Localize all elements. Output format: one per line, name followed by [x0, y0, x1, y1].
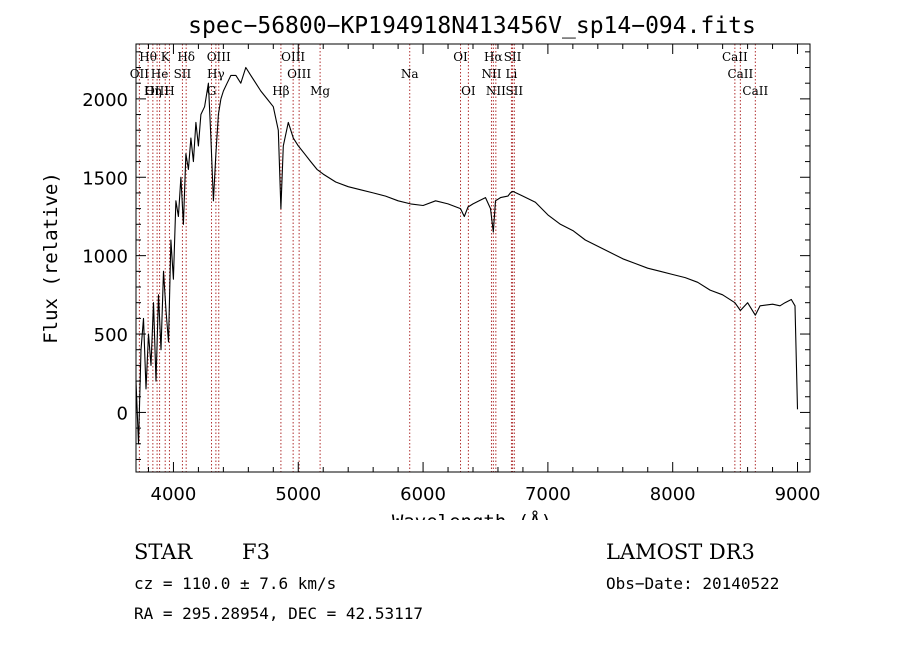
- spectral-line-label: CaII: [727, 67, 753, 81]
- spectral-line-label: OIII: [287, 67, 311, 81]
- spectral-line-label: SII: [174, 67, 192, 81]
- spectral-line-label: Hβ: [272, 84, 289, 98]
- object-class: STAR: [134, 540, 193, 564]
- spectral-line-label: Hθ: [139, 50, 157, 64]
- spectral-line-label: G: [207, 84, 217, 98]
- x-tick-label: 4000: [151, 484, 197, 505]
- spectral-line-label: CaII: [722, 50, 748, 64]
- redshift-cz: cz = 110.0 ± 7.6 km/s: [134, 574, 337, 593]
- spectral-line-label: CaII: [742, 84, 768, 98]
- y-tick-label: 1000: [82, 247, 128, 268]
- survey-name: LAMOST DR3: [606, 540, 755, 564]
- y-tick-label: 500: [94, 325, 128, 346]
- spectral-line-label: OI: [453, 50, 468, 64]
- spectral-line-label: NII: [486, 84, 506, 98]
- spectral-line-label: Hα: [484, 50, 503, 64]
- spectral-line-label: OI: [461, 84, 476, 98]
- spectral-line-label: Hδ: [177, 50, 195, 64]
- spectrum-chart: spec−56800−KP194918N413456V_sp14−094.fit…: [40, 13, 821, 520]
- chart-title: spec−56800−KP194918N413456V_sp14−094.fit…: [188, 13, 756, 39]
- spectral-line-label: Hγ: [207, 67, 225, 81]
- y-axis-label: Flux (relative): [40, 172, 62, 344]
- x-tick-label: 5000: [275, 484, 321, 505]
- spectral-line-label: Mg: [310, 84, 330, 98]
- x-tick-label: 9000: [775, 484, 821, 505]
- spectral-line-label: Hη: [144, 84, 162, 98]
- spectral-line-label: SII: [504, 50, 522, 64]
- spectral-line-label: OIII: [207, 50, 231, 64]
- spectral-line-label: SII: [505, 84, 523, 98]
- spectral-line-markers: [138, 44, 756, 472]
- x-axis-ticks: 4000 5000 6000 7000 8000 9000: [147, 44, 821, 505]
- spectral-line-label: NII: [481, 67, 501, 81]
- spectral-line-label: K: [161, 50, 171, 64]
- observation-date: Obs−Date: 20140522: [606, 574, 780, 593]
- x-tick-label: 7000: [525, 484, 571, 505]
- flux-series-line: [135, 66, 799, 445]
- y-tick-label: 0: [117, 403, 128, 424]
- x-tick-label: 6000: [400, 484, 446, 505]
- object-subclass: F3: [242, 540, 270, 564]
- spectral-line-label: H: [164, 84, 174, 98]
- spectral-line-label: OII: [130, 67, 150, 81]
- y-tick-label: 2000: [82, 90, 128, 111]
- x-axis-label: Wavelength (Å): [392, 510, 552, 520]
- plot-frame: [135, 43, 811, 473]
- spectral-line-label: He: [151, 67, 169, 81]
- spectral-line-label: OIII: [281, 50, 305, 64]
- spectral-line-label: Na: [401, 67, 419, 81]
- y-axis-ticks: 0 500 1000 1500 2000: [82, 51, 810, 460]
- x-tick-label: 8000: [650, 484, 696, 505]
- y-tick-label: 1500: [82, 168, 128, 189]
- coordinates: RA = 295.28954, DEC = 42.53117: [134, 604, 423, 623]
- spectral-line-label: OIII: [145, 84, 169, 98]
- spectral-line-label: Li: [506, 67, 518, 81]
